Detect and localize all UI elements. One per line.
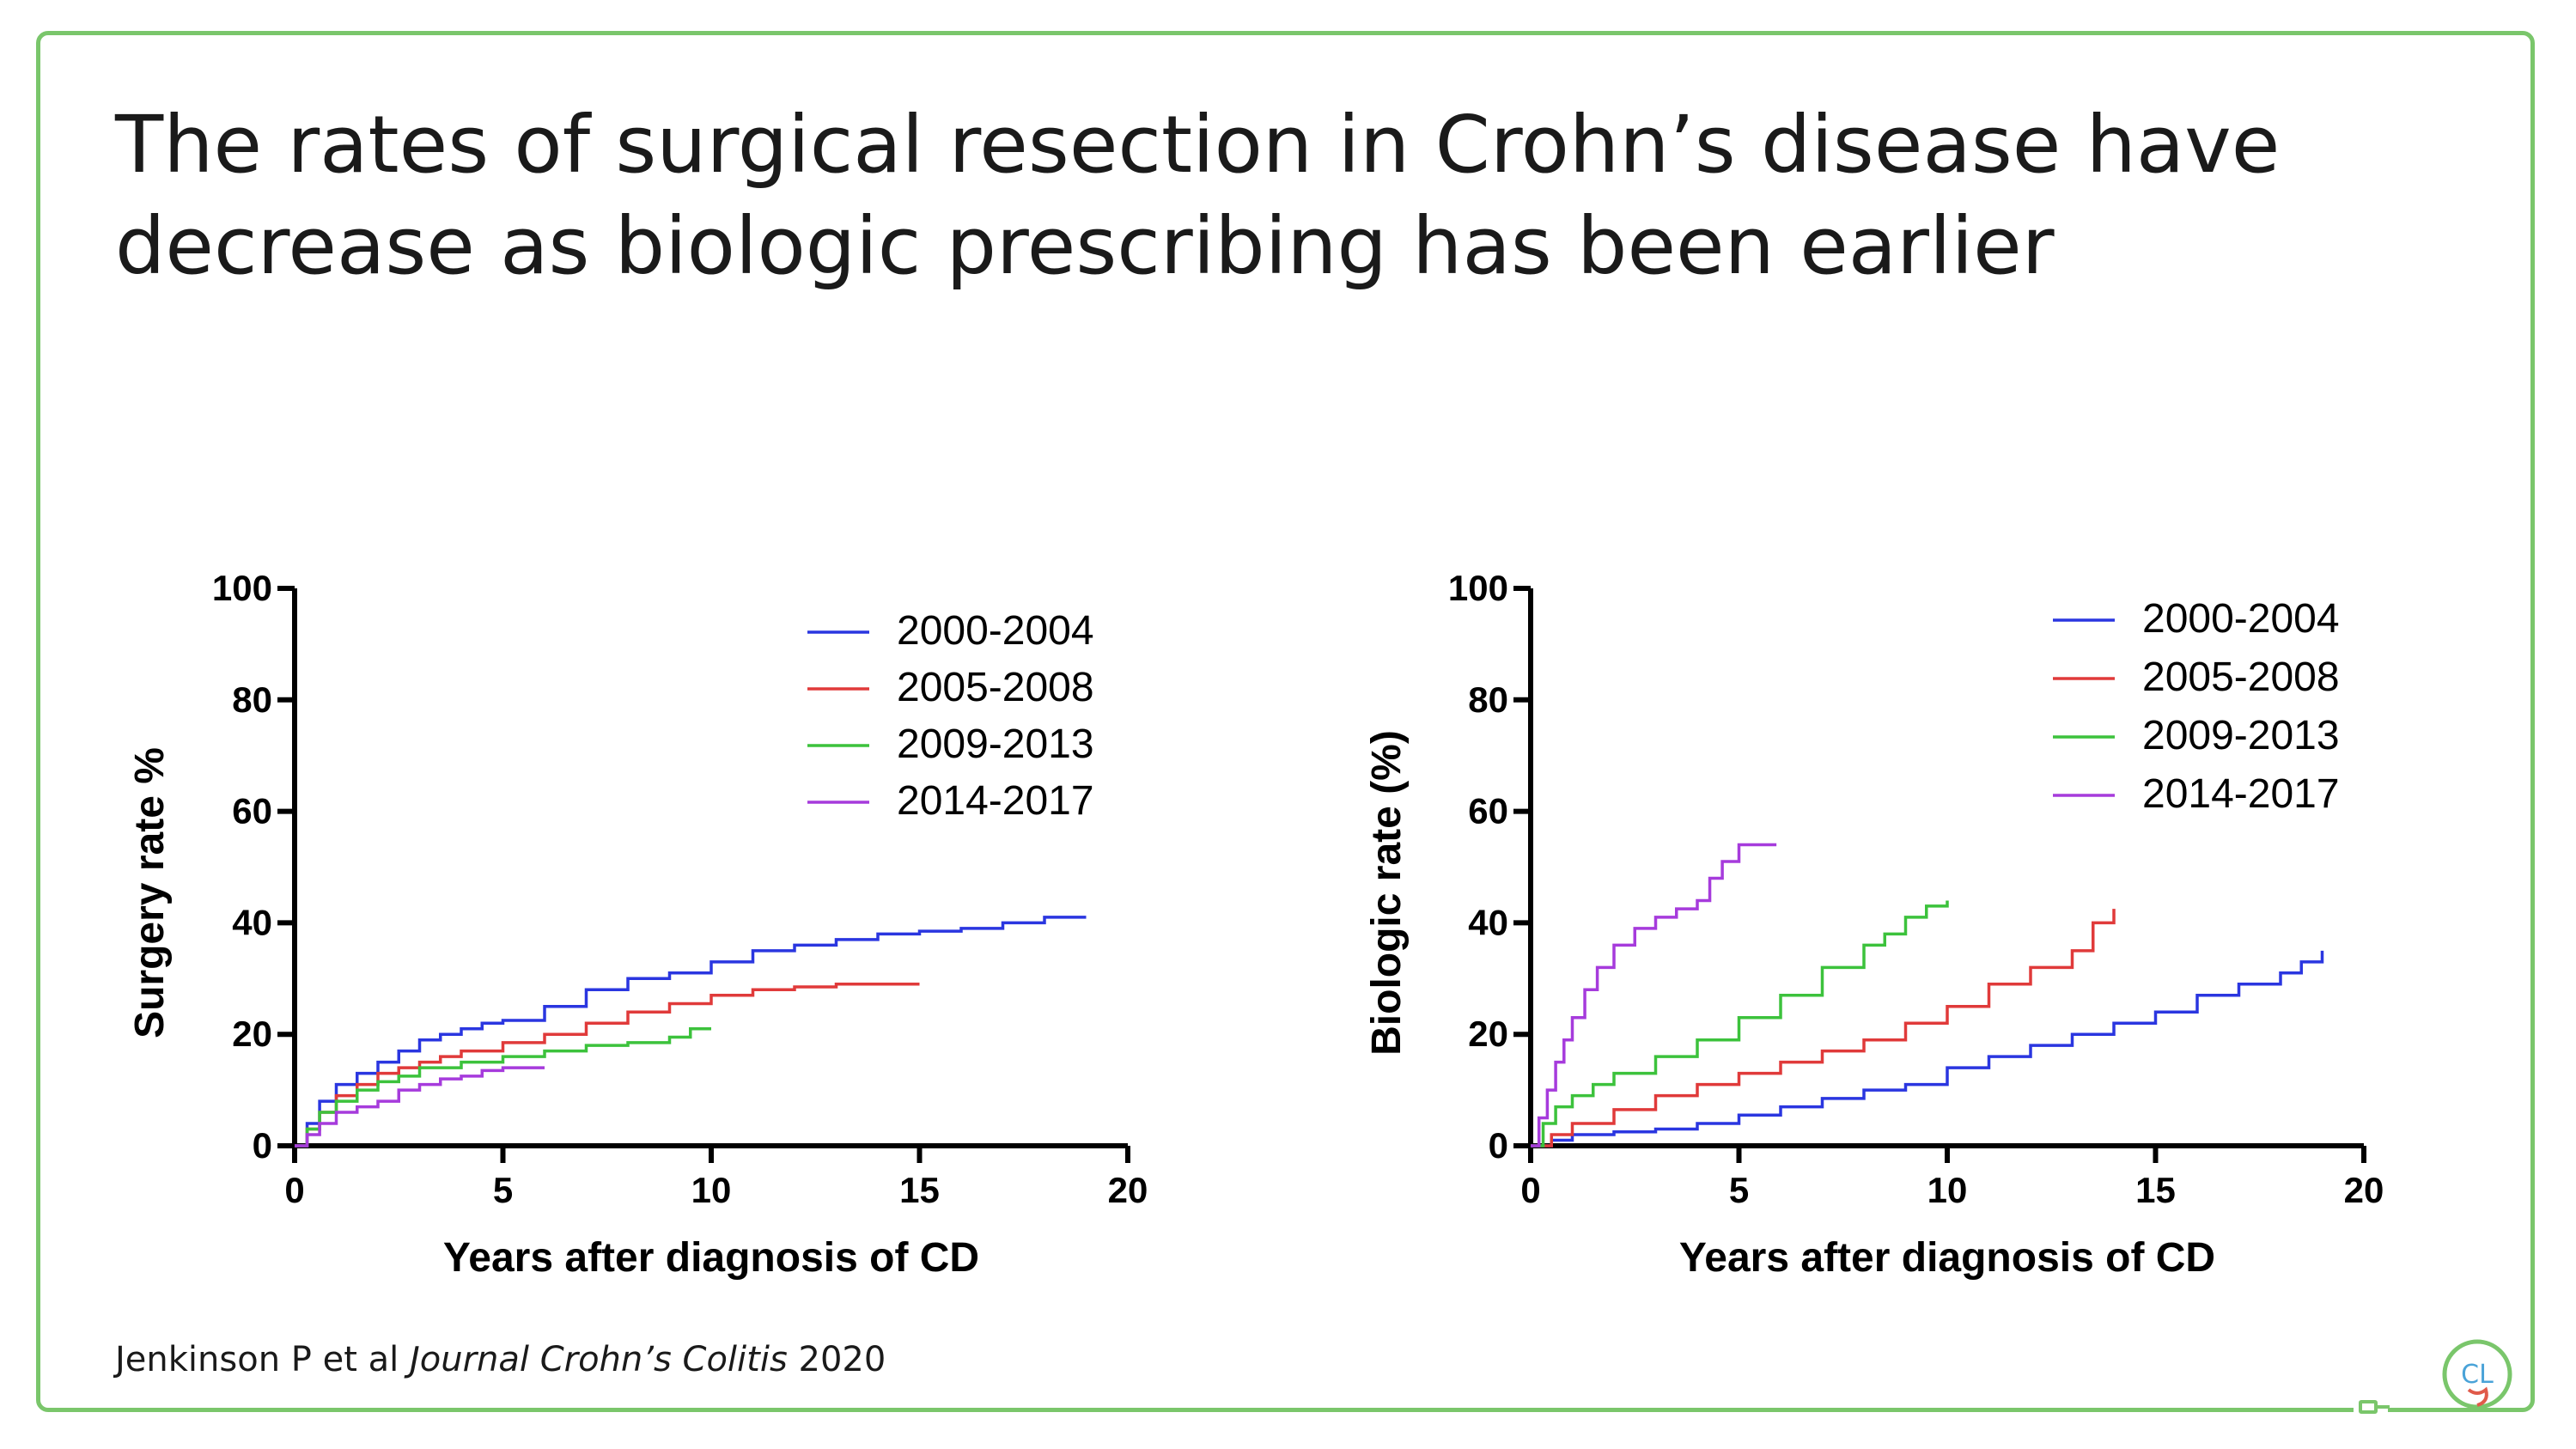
series-line-2000-2004 (295, 916, 1087, 1148)
series-line-2009-2013 (1531, 900, 1949, 1148)
y-tick-label: 40 (232, 902, 272, 942)
x-tick-label: 5 (493, 1170, 513, 1210)
x-tick-label: 20 (2344, 1170, 2384, 1210)
x-tick-label: 0 (1520, 1170, 1540, 1210)
series-line-2000-2004 (1531, 950, 2324, 1148)
x-tick-label: 0 (284, 1170, 304, 1210)
y-tick-label: 60 (232, 791, 272, 831)
citation: Jenkinson P et al Journal Crohn’s Coliti… (115, 1340, 886, 1379)
legend-label: 2014-2017 (897, 778, 1094, 824)
x-axis-label: Years after diagnosis of CD (443, 1235, 979, 1281)
y-tick-label: 40 (1468, 902, 1508, 942)
y-tick-label: 20 (232, 1014, 272, 1054)
citation-year: 2020 (798, 1340, 886, 1379)
legend-label: 2009-2013 (2142, 713, 2340, 758)
logo-text: CL (2461, 1360, 2494, 1390)
y-tick-label: 20 (1468, 1014, 1508, 1054)
slide-frame (36, 31, 2535, 1412)
slide-title-line-1: The rates of surgical resection in Crohn… (115, 99, 2281, 191)
citation-authors: Jenkinson P et al (115, 1340, 399, 1379)
y-tick-label: 100 (1448, 568, 1508, 608)
x-tick-label: 5 (1729, 1170, 1749, 1210)
plug-icon (2359, 1400, 2378, 1414)
y-tick-label: 100 (212, 568, 272, 608)
y-tick-label: 60 (1468, 791, 1508, 831)
series-line-2009-2013 (295, 1026, 711, 1148)
series-line-2005-2008 (295, 983, 920, 1148)
y-tick-label: 0 (253, 1125, 272, 1166)
y-tick-label: 80 (1468, 679, 1508, 720)
x-tick-label: 10 (1927, 1170, 1968, 1210)
y-tick-label: 80 (232, 679, 272, 720)
y-axis-label: Biologic rate (%) (1364, 730, 1410, 1056)
slide-title-line-2: decrease as biologic prescribing has bee… (115, 200, 2055, 292)
y-tick-label: 0 (1489, 1125, 1508, 1166)
legend-label: 2005-2008 (2142, 654, 2340, 700)
legend-label: 2000-2004 (897, 608, 1094, 654)
plug-prong-icon (2378, 1405, 2390, 1409)
y-axis-label: Surgery rate % (127, 747, 173, 1038)
chart-1: 0 20 40 60 80 100 0 5 10 15 20 Years after diagnosi… (127, 568, 1148, 1281)
legend-label: 2014-2017 (2142, 771, 2340, 817)
legend-label: 2009-2013 (897, 721, 1094, 767)
chart-2: 0 20 40 60 80 100 0 5 10 15 20 Years after diagnosi… (1364, 568, 2384, 1281)
cl-logo-icon: CL (2442, 1339, 2512, 1409)
series-line-2014-2017 (1531, 843, 1777, 1148)
citation-journal: Journal Crohn’s Colitis (409, 1340, 788, 1379)
series-line-2014-2017 (295, 1066, 545, 1148)
x-axis-label: Years after diagnosis of CD (1679, 1235, 2215, 1281)
legend-label: 2000-2004 (2142, 596, 2340, 642)
x-tick-label: 15 (899, 1170, 940, 1210)
x-tick-label: 15 (2135, 1170, 2176, 1210)
slide-title: The rates of surgical resection in Crohn… (115, 94, 2434, 297)
series-line-2005-2008 (1531, 909, 2116, 1148)
x-tick-label: 20 (1108, 1170, 1148, 1210)
legend-label: 2005-2008 (897, 665, 1094, 710)
x-tick-label: 10 (691, 1170, 732, 1210)
